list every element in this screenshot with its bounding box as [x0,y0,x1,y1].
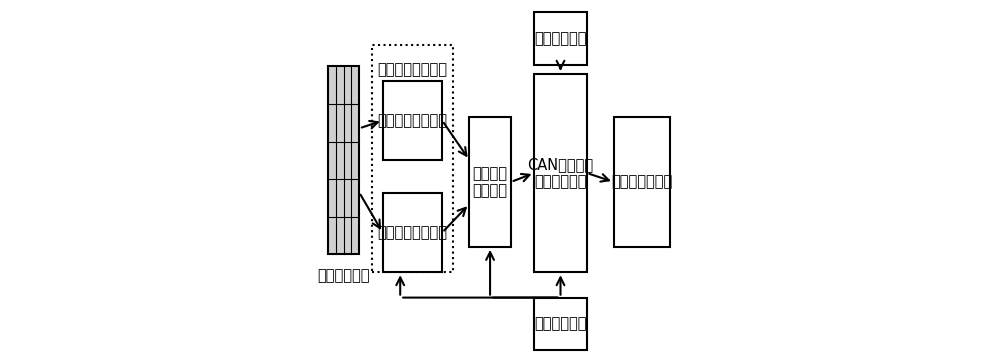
Text: 电压信号采集电路: 电压信号采集电路 [377,113,447,128]
Text: 信号采集电路单元: 信号采集电路单元 [377,63,447,78]
Text: 稳压电路单元: 稳压电路单元 [534,316,587,331]
Text: CAN总线数据
传输电路单元: CAN总线数据 传输电路单元 [527,157,594,189]
FancyBboxPatch shape [614,117,670,247]
FancyBboxPatch shape [383,193,442,272]
FancyBboxPatch shape [469,117,511,247]
FancyBboxPatch shape [534,298,587,350]
Text: 数据处理计算机: 数据处理计算机 [611,174,672,190]
FancyBboxPatch shape [383,81,442,160]
FancyBboxPatch shape [534,12,587,64]
Text: 拨码开关单元: 拨码开关单元 [534,31,587,46]
FancyBboxPatch shape [534,74,587,272]
Text: 太阳能电池板: 太阳能电池板 [318,268,370,284]
Text: 数据处理
电路单元: 数据处理 电路单元 [473,166,508,198]
Text: 电流信号采集电路: 电流信号采集电路 [377,225,447,240]
FancyBboxPatch shape [328,66,359,254]
